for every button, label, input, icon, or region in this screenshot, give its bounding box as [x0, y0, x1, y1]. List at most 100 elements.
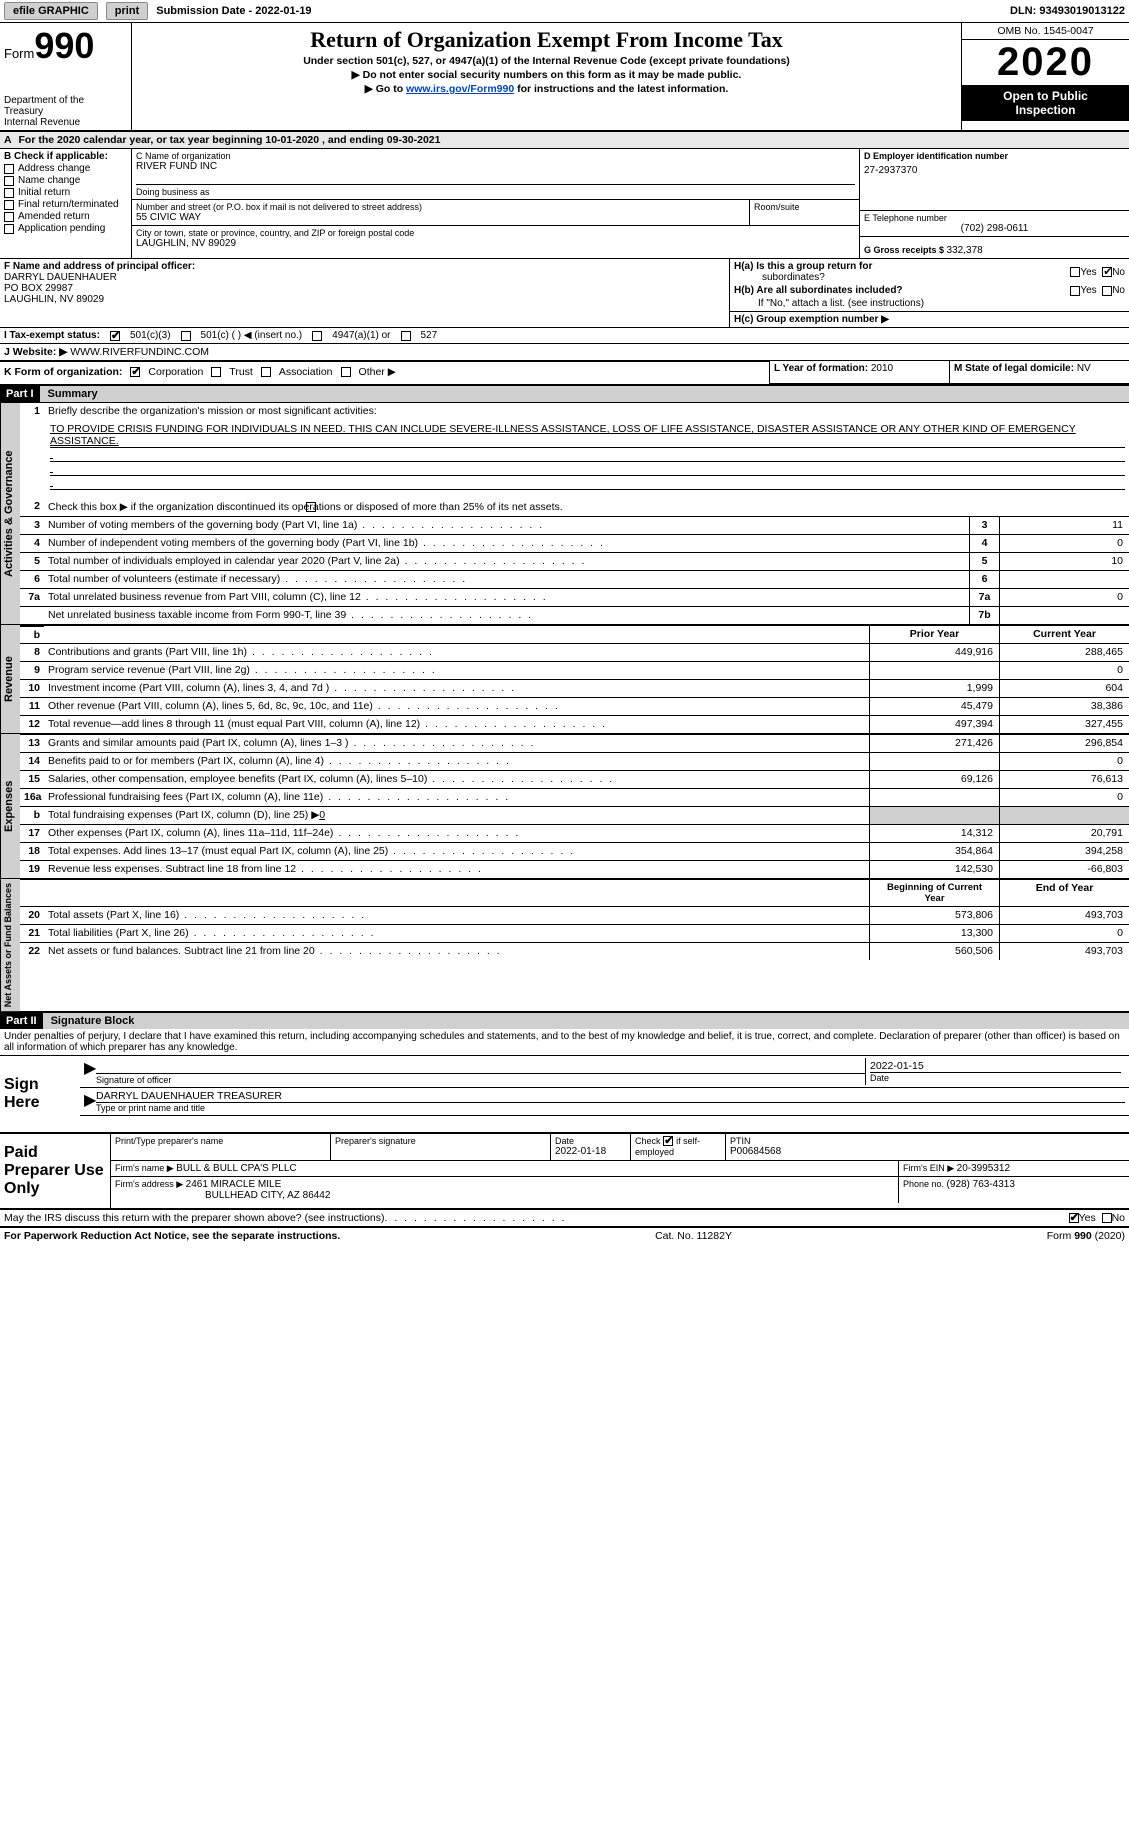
open-to-public: Open to Public Inspection: [962, 85, 1129, 121]
form-header: Form990 Department of the Treasury Inter…: [0, 23, 1129, 132]
efile-button[interactable]: efile GRAPHIC: [4, 2, 98, 20]
section-expenses: Expenses 13 Grants and similar amounts p…: [0, 733, 1129, 878]
dln: DLN: 93493019013122: [1010, 5, 1125, 17]
gov-line-6: 6 Total number of volunteers (estimate i…: [20, 570, 1129, 588]
cb-assoc[interactable]: [261, 367, 271, 377]
submission-date-label: Submission Date - 2022-01-19: [156, 5, 311, 17]
ptin: P00684568: [730, 1146, 1125, 1157]
firm-name: BULL & BULL CPA'S PLLC: [176, 1163, 296, 1174]
gov-line-5: 5 Total number of individuals employed i…: [20, 552, 1129, 570]
type-name-label: Type or print name and title: [96, 1102, 1125, 1113]
hc-label: H(c) Group exemption number ▶: [734, 314, 889, 325]
gov-line-7a: 7a Total unrelated business revenue from…: [20, 588, 1129, 606]
officer-addr1: PO BOX 29987: [4, 283, 725, 294]
sign-here-label: Sign Here: [0, 1056, 80, 1132]
paid-preparer-section: Paid Preparer Use Only Print/Type prepar…: [0, 1132, 1129, 1210]
ha-yes[interactable]: [1070, 267, 1080, 277]
paid-preparer-label: Paid Preparer Use Only: [0, 1134, 110, 1208]
ein: 27-2937370: [864, 165, 1125, 176]
hb-no[interactable]: [1102, 286, 1112, 296]
org-address: 55 CIVIC WAY: [136, 212, 745, 223]
form-subtitle-2: ▶ Do not enter social security numbers o…: [140, 69, 953, 81]
hb-yes[interactable]: [1070, 286, 1080, 296]
exp-line-18: 18 Total expenses. Add lines 13–17 (must…: [20, 842, 1129, 860]
body-bg-row: B Check if applicable: Address change Na…: [0, 149, 1129, 259]
firm-addr2: BULLHEAD CITY, AZ 86442: [205, 1190, 330, 1201]
cb-self-employed[interactable]: [663, 1136, 673, 1146]
gross-receipts: 332,378: [947, 245, 983, 256]
print-button[interactable]: print: [106, 2, 148, 20]
footer-cat: Cat. No. 11282Y: [655, 1230, 732, 1242]
part-2-header: Part II Signature Block: [0, 1011, 1129, 1029]
col-b-checkboxes: B Check if applicable: Address change Na…: [0, 149, 132, 258]
rev-line-10: 10 Investment income (Part VIII, column …: [20, 679, 1129, 697]
col-c-org-info: C Name of organization RIVER FUND INC Do…: [132, 149, 859, 258]
rev-line-12: 12 Total revenue—add lines 8 through 11 …: [20, 715, 1129, 733]
cb-527[interactable]: [401, 331, 411, 341]
row-j-website: J Website: ▶ WWW.RIVERFUNDINC.COM: [0, 344, 1129, 361]
row-fh: F Name and address of principal officer:…: [0, 259, 1129, 327]
discuss-no[interactable]: [1102, 1213, 1112, 1223]
cb-name-change[interactable]: Name change: [4, 175, 127, 186]
cb-final-return[interactable]: Final return/terminated: [4, 199, 127, 210]
net-line-21: 21 Total liabilities (Part X, line 26) 1…: [20, 924, 1129, 942]
discuss-row: May the IRS discuss this return with the…: [0, 1210, 1129, 1228]
footer: For Paperwork Reduction Act Notice, see …: [0, 1228, 1129, 1244]
cb-initial-return[interactable]: Initial return: [4, 187, 127, 198]
footer-left: For Paperwork Reduction Act Notice, see …: [4, 1230, 340, 1242]
cb-corp[interactable]: [130, 367, 140, 377]
cb-trust[interactable]: [211, 367, 221, 377]
exp-line-16a: 16a Professional fundraising fees (Part …: [20, 788, 1129, 806]
form-goto-link: ▶ Go to www.irs.gov/Form990 for instruct…: [140, 83, 953, 95]
section-revenue: Revenue b Prior Year Current Year 8 Cont…: [0, 624, 1129, 733]
phone: (702) 298-0611: [864, 223, 1125, 234]
sign-here-section: Sign Here ▶ Signature of officer 2022-01…: [0, 1055, 1129, 1132]
ha-no[interactable]: [1102, 267, 1112, 277]
exp-line-15: 15 Salaries, other compensation, employe…: [20, 770, 1129, 788]
net-line-20: 20 Total assets (Part X, line 16) 573,80…: [20, 906, 1129, 924]
cb-amended-return[interactable]: Amended return: [4, 211, 127, 222]
sig-name-title: DARRYL DAUENHAUER TREASURER: [96, 1090, 1125, 1102]
cb-501c[interactable]: [181, 331, 191, 341]
firm-ein: 20-3995312: [957, 1163, 1010, 1174]
org-name: RIVER FUND INC: [136, 161, 855, 172]
exp-line-17: 17 Other expenses (Part IX, column (A), …: [20, 824, 1129, 842]
cb-4947[interactable]: [312, 331, 322, 341]
tax-year: 2020: [962, 40, 1129, 85]
cb-line2[interactable]: [306, 502, 316, 512]
prep-date: 2022-01-18: [555, 1146, 626, 1157]
sidelabel-revenue: Revenue: [0, 625, 20, 733]
firm-addr1: 2461 MIRACLE MILE: [186, 1179, 282, 1190]
discuss-yes[interactable]: [1069, 1213, 1079, 1223]
hdr-current-year: Current Year: [999, 626, 1129, 643]
footer-right: Form 990 (2020): [1047, 1230, 1125, 1242]
gov-line-3: 3 Number of voting members of the govern…: [20, 516, 1129, 534]
org-city: LAUGHLIN, NV 89029: [136, 238, 855, 249]
cb-application-pending[interactable]: Application pending: [4, 223, 127, 234]
section-governance: Activities & Governance 1 Briefly descri…: [0, 402, 1129, 624]
cb-address-change[interactable]: Address change: [4, 163, 127, 174]
gov-line-4: 4 Number of independent voting members o…: [20, 534, 1129, 552]
net-line-22: 22 Net assets or fund balances. Subtract…: [20, 942, 1129, 960]
officer-name: DARRYL DAUENHAUER: [4, 272, 725, 283]
irs-link[interactable]: www.irs.gov/Form990: [406, 83, 514, 95]
sidelabel-expenses: Expenses: [0, 734, 20, 878]
hdr-beginning-year: Beginning of Current Year: [869, 880, 999, 906]
line-2: Check this box ▶ if the organization dis…: [44, 498, 1129, 516]
exp-line-b: b Total fundraising expenses (Part IX, c…: [20, 806, 1129, 824]
hb-note: If "No," attach a list. (see instruction…: [730, 298, 1129, 311]
line-1-label: Briefly describe the organization's miss…: [44, 403, 1129, 421]
hdr-prior-year: Prior Year: [869, 626, 999, 643]
penalties-text: Under penalties of perjury, I declare th…: [0, 1029, 1129, 1055]
rev-line-11: 11 Other revenue (Part VIII, column (A),…: [20, 697, 1129, 715]
gov-line-7b: Net unrelated business taxable income fr…: [20, 606, 1129, 624]
omb-number: OMB No. 1545-0047: [962, 23, 1129, 40]
row-m-state: M State of legal domicile: NV: [949, 361, 1129, 384]
row-a-tax-year: A For the 2020 calendar year, or tax yea…: [0, 132, 1129, 149]
mission-text: TO PROVIDE CRISIS FUNDING FOR INDIVIDUAL…: [50, 423, 1125, 448]
cb-other[interactable]: [341, 367, 351, 377]
cb-501c3[interactable]: [110, 331, 120, 341]
exp-line-13: 13 Grants and similar amounts paid (Part…: [20, 734, 1129, 752]
topbar: efile GRAPHIC print Submission Date - 20…: [0, 0, 1129, 23]
row-k-form-org: K Form of organization: Corporation Trus…: [0, 361, 769, 384]
